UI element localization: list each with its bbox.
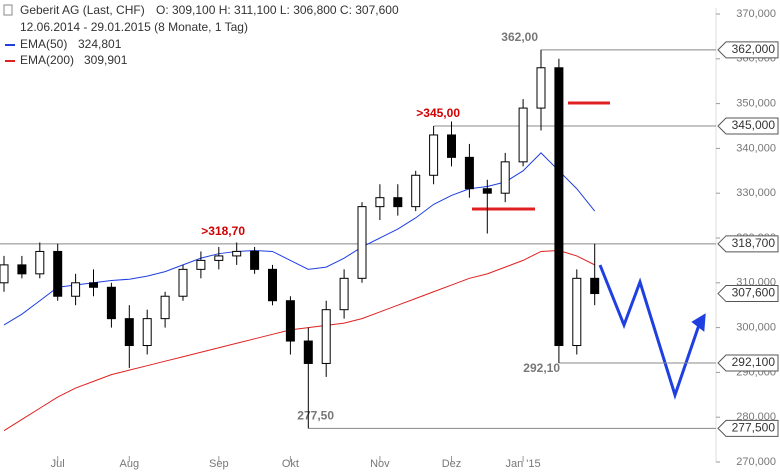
level-annotation: >318,70 bbox=[201, 224, 245, 238]
candle-body bbox=[536, 67, 546, 109]
candle-body bbox=[250, 250, 260, 270]
candle-body bbox=[411, 174, 421, 208]
candle-body bbox=[447, 134, 456, 158]
y-tick-label: 270,000 bbox=[736, 456, 776, 468]
candle-body bbox=[268, 268, 277, 302]
candle-body bbox=[357, 206, 367, 279]
candle-body bbox=[303, 340, 313, 364]
x-tick-label: Sep bbox=[209, 458, 229, 470]
candle-body bbox=[0, 264, 9, 284]
last-price-box-label: 307,600 bbox=[732, 286, 776, 300]
level-box-label: 318,700 bbox=[732, 236, 776, 250]
candle-body bbox=[71, 282, 81, 297]
y-tick-label: 340,000 bbox=[736, 142, 776, 154]
candle-body bbox=[17, 264, 27, 275]
candle-body bbox=[339, 277, 349, 311]
level-box bbox=[717, 117, 779, 135]
chart-title: Geberit AG (Last, CHF) bbox=[20, 3, 145, 17]
candle-body bbox=[482, 188, 492, 194]
candle-body bbox=[464, 156, 474, 190]
x-tick-label: Dez bbox=[442, 458, 462, 470]
ema-line bbox=[3, 152, 596, 326]
chart-subtitle: 12.06.2014 - 29.01.2015 (8 Monate, 1 Tag… bbox=[20, 20, 248, 34]
candle-body bbox=[518, 107, 528, 163]
candle-body bbox=[393, 197, 403, 208]
legend-label: EMA(50) bbox=[20, 37, 67, 51]
ohlc-summary: O: 309,100 H: 311,100 L: 306,800 C: 307,… bbox=[156, 3, 399, 17]
legend-value: 324,801 bbox=[78, 37, 122, 51]
y-tick-label: 370,000 bbox=[736, 8, 776, 20]
candle-body bbox=[142, 318, 152, 347]
candle-body bbox=[214, 255, 224, 261]
level-box bbox=[717, 41, 779, 59]
candle-body bbox=[106, 286, 116, 320]
y-tick-label: 300,000 bbox=[736, 322, 776, 334]
level-annotation: 292,10 bbox=[523, 361, 560, 375]
last-price-box bbox=[717, 285, 779, 303]
level-box-label: 292,100 bbox=[732, 355, 776, 369]
level-box-label: 362,000 bbox=[732, 42, 776, 56]
candle-body bbox=[178, 268, 188, 297]
icon bbox=[3, 4, 13, 16]
candle-body bbox=[160, 295, 170, 320]
x-tick-label: Okt bbox=[282, 458, 299, 470]
level-box-label: 345,000 bbox=[732, 118, 776, 132]
candle-body bbox=[429, 134, 439, 176]
candle-body bbox=[89, 282, 98, 288]
level-annotation: 362,00 bbox=[501, 30, 538, 44]
candle-body bbox=[35, 250, 45, 275]
legend-value: 309,901 bbox=[84, 53, 128, 67]
level-box bbox=[717, 235, 779, 253]
level-annotation: 277,50 bbox=[297, 409, 334, 423]
x-tick-label: Jul bbox=[51, 458, 65, 470]
x-tick-label: Jan '15 bbox=[506, 458, 541, 470]
level-box bbox=[717, 354, 779, 372]
candle-body bbox=[124, 318, 134, 347]
candle-body bbox=[590, 277, 600, 295]
level-annotation: >345,00 bbox=[416, 106, 460, 120]
candle-body bbox=[500, 161, 510, 194]
legend-label: EMA(200) bbox=[20, 53, 74, 67]
x-tick-label: Aug bbox=[120, 458, 140, 470]
projection bbox=[598, 264, 702, 400]
y-tick-label: 350,000 bbox=[736, 98, 776, 110]
x-tick-label: Nov bbox=[370, 458, 390, 470]
candle-body bbox=[321, 309, 331, 364]
candle-body bbox=[572, 277, 582, 347]
candle-body bbox=[285, 300, 295, 342]
level-box bbox=[717, 419, 779, 437]
candle-body bbox=[232, 250, 242, 257]
candle-body bbox=[554, 67, 564, 347]
candle-body bbox=[375, 197, 385, 208]
y-tick-label: 330,000 bbox=[736, 187, 776, 199]
level-box-label: 277,500 bbox=[732, 421, 776, 435]
projection-arrow bbox=[691, 313, 706, 332]
candle-body bbox=[53, 250, 63, 297]
ema-line bbox=[3, 250, 595, 432]
candle-body bbox=[196, 259, 206, 270]
